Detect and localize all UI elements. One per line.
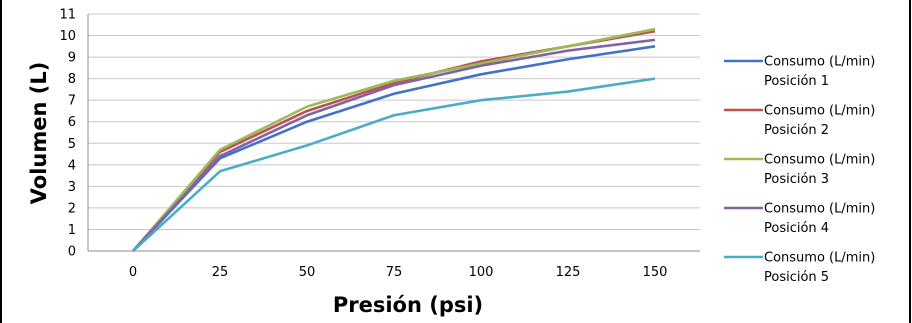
legend-label-2: Consumo (L/min)	[764, 104, 875, 119]
legend-sublabel-5: Posición 5	[764, 270, 829, 285]
series-line-1	[132, 45, 656, 252]
gridlines	[87, 13, 700, 252]
legend-sublabel-2: Posición 2	[764, 123, 829, 138]
y-tick-label: 2	[68, 201, 76, 216]
y-tick-labels: 0 1 2 3 4 5 6 7 8 9 10 11	[59, 8, 76, 260]
legend-sublabel-1: Posición 1	[764, 74, 829, 89]
x-tick-label: 75	[386, 265, 403, 280]
x-tick-label: 100	[469, 265, 494, 280]
y-tick-label: 4	[68, 158, 76, 173]
legend: Consumo (L/min) Posición 1 Consumo (L/min)…	[724, 55, 875, 285]
y-tick-label: 3	[68, 180, 76, 195]
y-tick-label: 9	[68, 51, 76, 66]
series-line-2	[132, 29, 656, 252]
y-tick-label: 1	[68, 223, 76, 238]
series-line-5	[132, 77, 656, 252]
y-tick-label: 8	[68, 72, 76, 87]
y-axis-title: Volumen (L)	[27, 62, 51, 205]
y-tick-label: 10	[59, 29, 76, 44]
x-tick-labels: 0 25 50 75 100 125 150	[129, 265, 668, 280]
x-tick-label: 25	[212, 265, 229, 280]
x-tick-label: 150	[643, 265, 668, 280]
y-tick-label: 5	[68, 137, 76, 152]
legend-label-5: Consumo (L/min)	[764, 251, 875, 266]
series-line-3	[132, 27, 656, 252]
x-tick-label: 0	[129, 265, 137, 280]
legend-sublabel-3: Posición 3	[764, 172, 829, 187]
legend-label-1: Consumo (L/min)	[764, 55, 875, 70]
series-line-4	[132, 38, 656, 252]
legend-label-4: Consumo (L/min)	[764, 202, 875, 217]
legend-sublabel-4: Posición 4	[764, 221, 829, 236]
y-tick-label: 6	[68, 115, 76, 130]
legend-label-3: Consumo (L/min)	[764, 153, 875, 168]
x-tick-label: 125	[556, 265, 581, 280]
x-axis-title: Presión (psi)	[333, 293, 483, 317]
x-tick-label: 50	[299, 265, 316, 280]
y-tick-label: 11	[59, 8, 76, 23]
series-lines	[132, 27, 656, 252]
y-tick-label: 0	[68, 245, 76, 260]
y-tick-label: 7	[68, 94, 76, 109]
